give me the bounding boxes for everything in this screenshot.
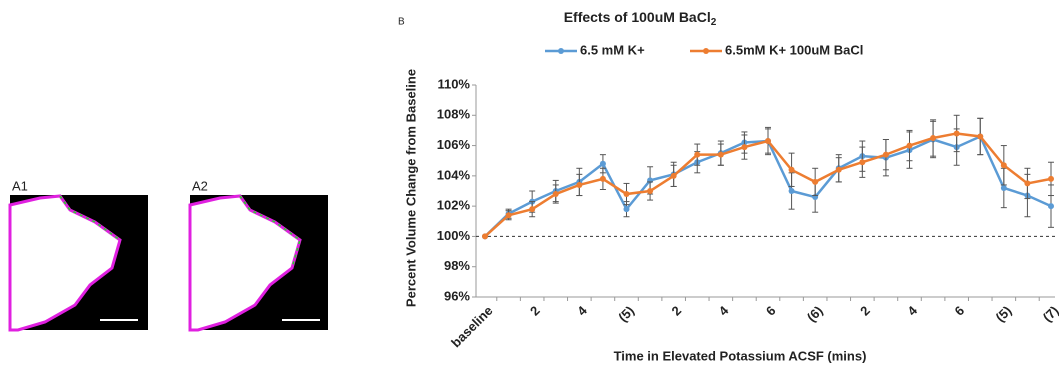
point xyxy=(553,191,559,197)
point xyxy=(977,133,983,139)
x-tick-label: 4 xyxy=(716,302,732,318)
point xyxy=(482,233,488,239)
y-tick-label: 108% xyxy=(437,107,471,122)
micrograph-a2 xyxy=(190,195,328,330)
y-tick-label: 104% xyxy=(437,167,471,182)
point xyxy=(694,152,700,158)
point xyxy=(765,138,771,144)
point xyxy=(812,179,818,185)
legend-marker xyxy=(703,48,709,54)
y-tick-label: 102% xyxy=(437,198,471,213)
point xyxy=(1024,180,1030,186)
point xyxy=(1048,176,1054,182)
y-axis-label: Percent Volume Change from Baseline xyxy=(403,69,418,307)
panel-label: B xyxy=(398,17,405,28)
point xyxy=(930,135,936,141)
point xyxy=(600,176,606,182)
x-tick-label: 4 xyxy=(904,302,920,318)
chart-title: Effects of 100uM BaCl2 xyxy=(564,9,717,28)
panel-label: A2 xyxy=(192,178,208,193)
micrograph-a1 xyxy=(10,195,148,330)
point xyxy=(789,167,795,173)
y-tick-label: 106% xyxy=(437,137,471,152)
x-tick-label: 6 xyxy=(951,303,967,319)
point xyxy=(1001,185,1007,191)
point xyxy=(600,161,606,167)
point xyxy=(529,206,535,212)
point xyxy=(671,173,677,179)
x-tick-label: 4 xyxy=(574,302,590,318)
y-tick-label: 96% xyxy=(444,288,470,303)
x-tick-label: (7) xyxy=(1040,303,1059,325)
x-tick-label: 2 xyxy=(527,303,543,319)
point xyxy=(624,191,630,197)
x-tick-label: (5) xyxy=(615,303,637,325)
y-tick-label: 100% xyxy=(437,228,471,243)
x-tick-label: 6 xyxy=(763,303,779,319)
y-tick-label: 98% xyxy=(444,258,470,273)
legend-label: 6.5 mM K+ xyxy=(580,42,645,57)
legend-label: 6.5mM K+ 100uM BaCl xyxy=(725,42,863,57)
figure: A1 A2 B Effects of 100uM BaCl2 Time in E… xyxy=(0,0,1059,370)
x-tick-label: 2 xyxy=(668,303,684,319)
x-tick-label: baseline xyxy=(448,303,495,350)
point xyxy=(1001,162,1007,168)
point xyxy=(647,188,653,194)
legend-marker xyxy=(558,48,564,54)
x-tick-label: 2 xyxy=(857,303,873,319)
point xyxy=(883,152,889,158)
y-tick-label: 110% xyxy=(437,76,470,91)
point xyxy=(741,144,747,150)
point xyxy=(836,167,842,173)
point xyxy=(907,143,913,149)
point xyxy=(859,159,865,165)
point xyxy=(1048,203,1054,209)
point xyxy=(506,212,512,218)
point xyxy=(954,130,960,136)
point xyxy=(718,152,724,158)
panel-label: A1 xyxy=(12,178,28,193)
x-axis-label: Time in Elevated Potassium ACSF (mins) xyxy=(614,348,867,363)
point xyxy=(576,182,582,188)
point xyxy=(624,206,630,212)
point xyxy=(789,188,795,194)
x-tick-label: (5) xyxy=(993,303,1015,325)
x-tick-label: (6) xyxy=(804,303,826,325)
